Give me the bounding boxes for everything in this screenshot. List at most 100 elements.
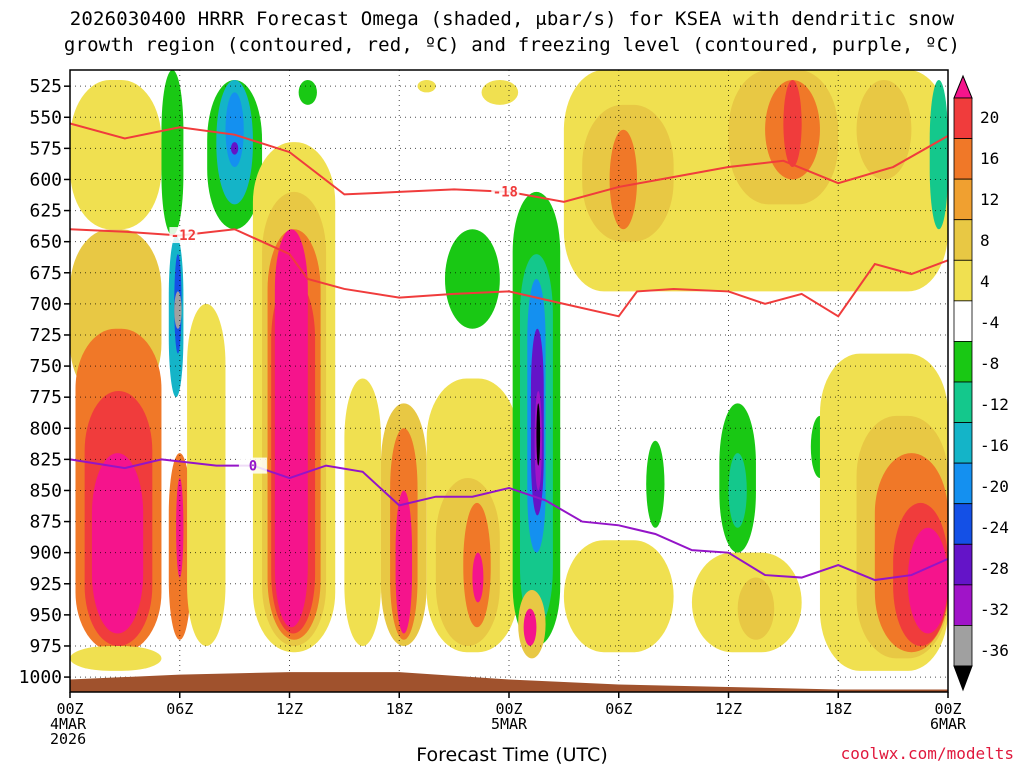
colorbar-box-6 (953, 300, 973, 342)
omega-cell-4 (91, 453, 144, 634)
omega-cell-44 (609, 129, 638, 230)
y-tick-label-825: 825 (29, 449, 62, 470)
y-tick-label-650: 650 (29, 232, 62, 253)
y-axis: 525 550 575 600 625 650 675 700 725 750 775 800 825 8… (19, 76, 70, 688)
colorbar-label-11: -28 (980, 559, 1009, 578)
x-tick-label-0-2: 2026 (50, 730, 86, 748)
dendritic-contour-1-line (69, 228, 949, 318)
x-tick-label-30-0: 06Z (605, 700, 632, 718)
colorbar-box-9 (953, 422, 973, 464)
colorbar: 20 16 12 8 4 -4 -8 -12 -16 -20 -24 -28 -32 -36 (953, 74, 1009, 692)
omega-cell-21 (274, 229, 308, 628)
omega-cell-5 (70, 645, 162, 671)
omega-cell-49 (856, 79, 912, 180)
y-tick-label-1000: 1000 (19, 667, 62, 688)
y-tick-label-850: 850 (29, 480, 62, 501)
colorbar-label-7: -12 (980, 395, 1009, 414)
omega-cell-33 (481, 79, 519, 105)
omega-shading-layer (70, 70, 948, 671)
y-tick-label-950: 950 (29, 605, 62, 626)
colorbar-box-5 (953, 259, 973, 302)
y-tick-label-625: 625 (29, 201, 62, 222)
colorbar-label-8: -16 (980, 436, 1009, 455)
colorbar-box-4 (953, 219, 973, 261)
omega-cell-16 (230, 142, 239, 155)
omega-cell-9 (174, 291, 182, 329)
y-tick-label-575: 575 (29, 138, 62, 159)
colorbar-top-triangle (953, 74, 973, 99)
colorbar-box-12 (953, 543, 973, 586)
colorbar-box-11 (953, 503, 973, 545)
omega-cell-15 (225, 92, 244, 168)
omega-cell-12 (187, 303, 226, 646)
omega-cell-31 (444, 229, 500, 329)
x-tick-label-6-0: 06Z (166, 700, 193, 718)
x-tick-label-48-0: 00Z (934, 700, 961, 718)
x-tick-label-48-1: 6MAR (930, 715, 967, 733)
colorbar-box-10 (953, 462, 973, 505)
colorbar-label-2: 12 (980, 190, 999, 209)
colorbar-label-3: 8 (980, 231, 990, 250)
terrain-layer (70, 672, 948, 692)
x-tick-label-0-1: 4MAR (50, 715, 87, 733)
omega-cell-39 (536, 403, 541, 466)
omega-cell-53 (728, 453, 747, 528)
omega-cell-47 (783, 79, 802, 168)
y-tick-label-925: 925 (29, 574, 62, 595)
y-tick-label-600: 600 (29, 169, 62, 190)
omega-cell-55 (563, 540, 674, 653)
colorbar-box-7 (953, 341, 973, 383)
omega-cell-50 (929, 79, 948, 230)
y-tick-label-975: 975 (29, 636, 62, 657)
colorbar-box-1 (953, 97, 973, 139)
colorbar-label-13: -36 (980, 641, 1009, 660)
colorbar-box-2 (953, 138, 973, 180)
colorbar-box-13 (953, 584, 973, 626)
contour-layer: -18 -12 0 (69, 122, 949, 582)
colorbar-label-10: -24 (980, 518, 1009, 537)
y-tick-label-550: 550 (29, 107, 62, 128)
dendritic-contour-1-label-bg (169, 227, 198, 244)
credit-link[interactable]: coolwx.com/modelts (840, 744, 1014, 763)
x-tick-label-36-0: 12Z (715, 700, 742, 718)
colorbar-label-9: -20 (980, 477, 1009, 496)
y-tick-label-700: 700 (29, 294, 62, 315)
x-axis-label: Forecast Time (UTC) (416, 744, 608, 766)
y-tick-label-800: 800 (29, 418, 62, 439)
x-tick-label-42-0: 18Z (825, 700, 852, 718)
omega-cell-57 (737, 577, 775, 640)
colorbar-label-5: -4 (980, 313, 999, 332)
colorbar-label-4: 4 (980, 272, 990, 291)
y-tick-label-525: 525 (29, 76, 62, 97)
y-tick-label-875: 875 (29, 512, 62, 533)
colorbar-label-0: 20 (980, 108, 999, 127)
x-tick-label-18-0: 18Z (386, 700, 413, 718)
omega-cell-62 (907, 527, 948, 634)
colorbar-bottom-triangle (953, 665, 973, 692)
omega-cell-22 (298, 79, 317, 105)
omega-cell-23 (344, 378, 381, 646)
colorbar-label-6: -8 (980, 354, 999, 373)
chart-title-line-1: 2026030400 HRRR Forecast Omega (shaded, … (69, 8, 955, 30)
omega-cell-41 (523, 608, 537, 646)
dendritic-contour-0-label: -18 (493, 185, 518, 201)
x-tick-label-24-1: 5MAR (491, 715, 528, 733)
freezing-level-contour-label-bg (238, 457, 267, 474)
y-tick-label-775: 775 (29, 387, 62, 408)
x-tick-label-12-0: 12Z (276, 700, 303, 718)
omega-cell-11 (176, 478, 184, 578)
omega-cell-6 (161, 70, 184, 236)
y-tick-label-675: 675 (29, 263, 62, 284)
colorbar-box-14 (953, 625, 973, 667)
colorbar-box-8 (953, 381, 973, 423)
omega-cell-30 (472, 552, 484, 603)
omega-cell-51 (646, 440, 665, 528)
y-tick-label-750: 750 (29, 356, 62, 377)
x-tick-label-24-0: 00Z (495, 700, 522, 718)
dendritic-contour-1-label: -12 (171, 228, 196, 244)
y-tick-label-725: 725 (29, 325, 62, 346)
freezing-level-contour-label: 0 (249, 459, 257, 475)
chart-title-line-2: growth region (contoured, red, ºC) and f… (63, 34, 961, 56)
